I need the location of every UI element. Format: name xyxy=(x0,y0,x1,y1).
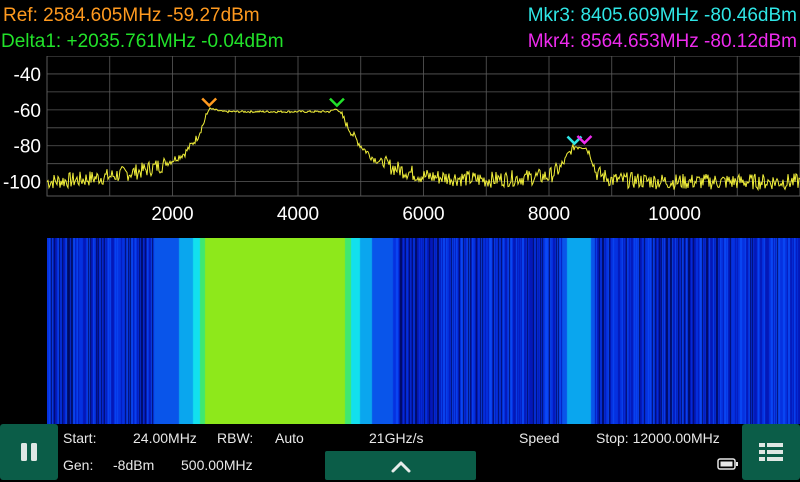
rbw-label: RBW: xyxy=(217,430,254,446)
stop-frequency[interactable]: Stop: 12000.00MHz xyxy=(596,430,720,446)
pause-icon xyxy=(21,443,37,461)
ref-marker-readout: Ref: 2584.605MHz -59.27dBm xyxy=(3,5,260,26)
x-tick-label: 6000 xyxy=(402,204,444,225)
sweep-rate: 21GHz/s xyxy=(369,430,424,446)
marker-ref-icon[interactable] xyxy=(201,97,218,108)
y-tick-label: -100 xyxy=(3,173,41,194)
start-frequency[interactable]: 24.00MHz xyxy=(133,430,197,446)
gen-label: Gen: xyxy=(63,457,94,473)
spectrum-trace xyxy=(46,107,800,192)
marker-delta1-icon[interactable] xyxy=(329,97,345,108)
menu-button[interactable] xyxy=(742,424,800,480)
menu-list-icon xyxy=(759,443,783,461)
chevron-up-icon xyxy=(391,461,410,472)
expand-panel-button[interactable] xyxy=(325,451,476,480)
x-tick-label: 2000 xyxy=(151,204,193,225)
y-tick-label: -80 xyxy=(14,137,41,158)
x-tick-label: 8000 xyxy=(528,204,570,225)
x-tick-label: 4000 xyxy=(277,204,319,225)
marker-mkr4-icon[interactable] xyxy=(576,135,593,145)
pause-button[interactable] xyxy=(0,424,58,480)
mkr4-marker-readout: Mkr4: 8564.653MHz -80.12dBm xyxy=(527,31,797,52)
waterfall-display[interactable] xyxy=(47,238,800,424)
start-label: Start: xyxy=(63,430,97,446)
y-tick-label: -40 xyxy=(14,65,41,86)
mkr3-marker-readout: Mkr3: 8405.609MHz -80.46dBm xyxy=(527,5,797,26)
battery-icon xyxy=(717,458,738,470)
x-tick-label: 10000 xyxy=(648,204,701,225)
spectrum-plot[interactable]: 2000 4000 6000 8000 10000 -40 -60 -80 -100 xyxy=(0,56,800,236)
delta1-marker-readout: Delta1: +2035.761MHz -0.04dBm xyxy=(1,31,284,52)
y-tick-label: -60 xyxy=(14,101,41,122)
gen-frequency[interactable]: 500.00MHz xyxy=(181,457,253,473)
speed-label[interactable]: Speed xyxy=(519,430,560,446)
gen-level[interactable]: -8dBm xyxy=(113,457,155,473)
rbw-value[interactable]: Auto xyxy=(275,430,304,446)
